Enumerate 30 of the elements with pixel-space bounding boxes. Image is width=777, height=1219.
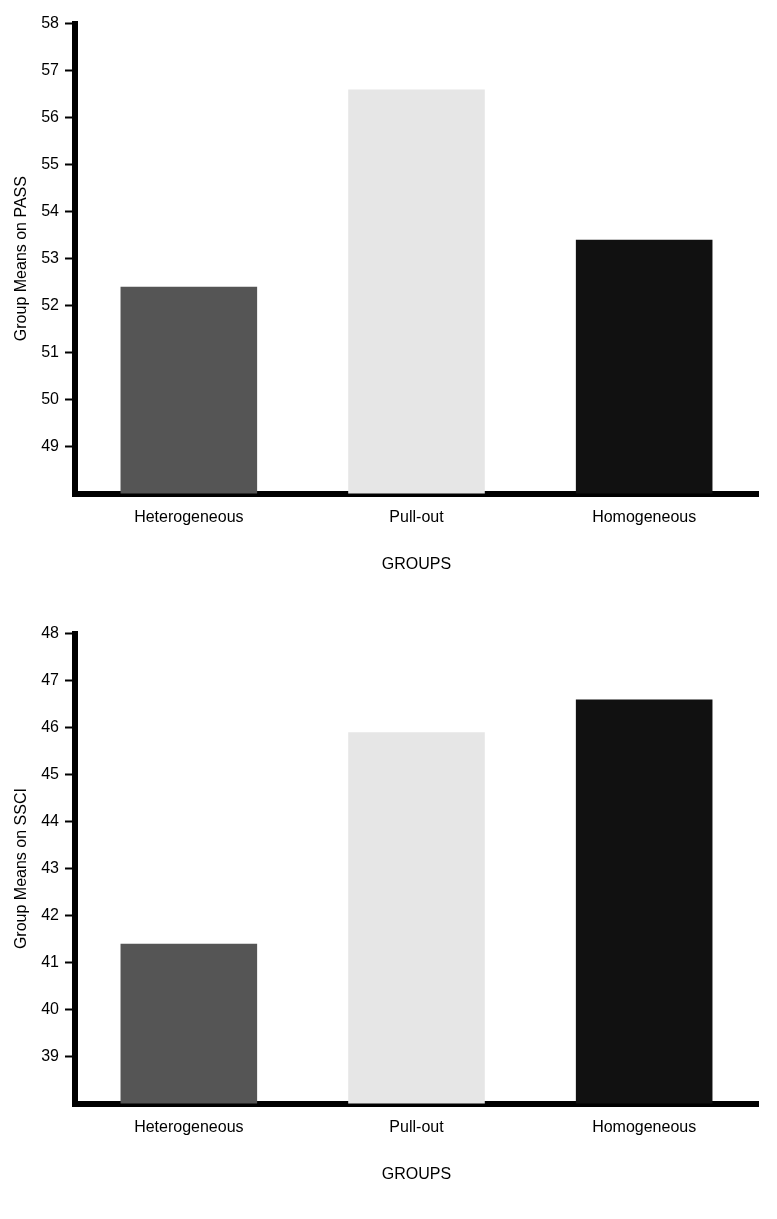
- y-tick-label: 41: [41, 953, 60, 971]
- y-axis-title: Group Means on PASS: [12, 176, 30, 342]
- y-tick-label: 54: [41, 202, 60, 220]
- y-tick-label: 45: [41, 765, 60, 783]
- y-tick-label: 43: [41, 859, 60, 877]
- x-tick-label: Homogeneous: [592, 507, 697, 525]
- x-tick-label: Pull-out: [389, 507, 445, 525]
- y-tick-label: 46: [41, 718, 60, 736]
- y-tick-label: 52: [41, 296, 60, 314]
- y-tick-label: 44: [41, 812, 60, 830]
- y-tick-label: 39: [41, 1047, 60, 1065]
- x-axis-title: GROUPS: [381, 1164, 452, 1182]
- y-tick-label: 40: [41, 1000, 60, 1018]
- y-tick-label: 56: [41, 108, 60, 126]
- y-tick-label: 50: [41, 390, 60, 408]
- y-tick-label: 51: [41, 343, 60, 361]
- x-tick-label: Homogeneous: [592, 1117, 697, 1135]
- x-tick-label: Heterogeneous: [134, 1117, 244, 1135]
- y-tick-label: 42: [41, 906, 60, 924]
- y-axis-title: Group Means on SSCI: [12, 788, 30, 950]
- y-tick-label: 47: [41, 671, 60, 689]
- x-tick-label: Heterogeneous: [134, 507, 244, 525]
- y-tick-label: 49: [41, 437, 60, 455]
- y-tick-label: 57: [41, 61, 60, 79]
- x-axis-title: GROUPS: [381, 554, 452, 572]
- y-tick-label: 48: [41, 624, 60, 642]
- y-tick-label: 53: [41, 249, 60, 267]
- y-tick-label: 58: [41, 14, 60, 32]
- y-tick-label: 55: [41, 155, 60, 173]
- x-tick-label: Pull-out: [389, 1117, 445, 1135]
